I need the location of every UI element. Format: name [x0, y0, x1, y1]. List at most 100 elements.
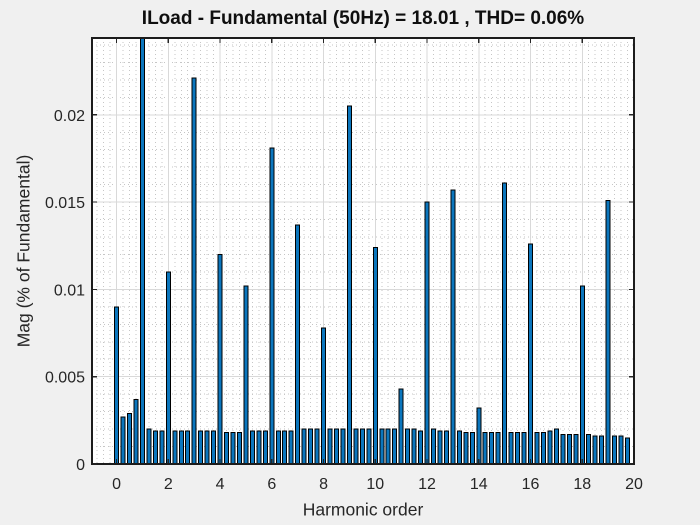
bar	[172, 430, 178, 465]
bar	[366, 428, 372, 465]
x-tick-label: 4	[216, 476, 225, 493]
y-axis-label: Mag (% of Fundamental)	[13, 154, 34, 348]
x-tick-label: 2	[164, 476, 173, 493]
bar	[528, 243, 534, 465]
bar	[592, 435, 598, 465]
bar	[495, 432, 501, 465]
bar	[599, 435, 605, 465]
bar	[217, 253, 223, 465]
bar	[469, 432, 475, 465]
bar	[243, 285, 249, 465]
bar	[579, 285, 585, 465]
bar	[224, 432, 230, 465]
bar	[489, 432, 495, 465]
x-tick-label: 8	[319, 476, 328, 493]
bar	[392, 428, 398, 465]
bar	[165, 271, 171, 465]
bar	[476, 407, 482, 465]
x-tick-label: 14	[470, 476, 488, 493]
bar	[359, 428, 365, 465]
bar	[463, 432, 469, 465]
bar	[120, 416, 126, 465]
bar	[372, 247, 378, 465]
chart-title: ILoad - Fundamental (50Hz) = 18.01 , THD…	[141, 8, 585, 29]
bar	[282, 430, 288, 465]
bar	[411, 428, 417, 465]
bar	[191, 77, 197, 465]
bar	[534, 432, 540, 465]
bar	[236, 432, 242, 465]
bar	[301, 428, 307, 465]
bar	[482, 432, 488, 465]
x-tick-label: 10	[366, 476, 384, 493]
bar	[508, 432, 514, 465]
x-tick-label: 0	[112, 476, 121, 493]
bar	[540, 432, 546, 465]
bar	[198, 430, 204, 465]
bar	[314, 428, 320, 465]
bar	[586, 433, 592, 465]
bar	[430, 428, 436, 465]
bar	[437, 430, 443, 465]
bar	[211, 430, 217, 465]
bar	[139, 37, 145, 465]
bar	[152, 430, 158, 465]
bar	[618, 435, 624, 465]
bar	[547, 430, 553, 465]
bar	[553, 428, 559, 465]
bar	[204, 430, 210, 465]
bar	[127, 412, 133, 465]
y-tick-label: 0.01	[54, 282, 85, 299]
bar	[327, 428, 333, 465]
x-tick-label: 18	[573, 476, 591, 493]
bar	[625, 437, 631, 465]
bar	[405, 428, 411, 465]
bar	[230, 432, 236, 465]
plot-background	[92, 38, 634, 464]
bar	[249, 430, 255, 465]
bar	[262, 430, 268, 465]
bar	[288, 430, 294, 465]
x-tick-label: 16	[522, 476, 540, 493]
bar	[159, 430, 165, 465]
x-tick-label: 6	[267, 476, 276, 493]
bar	[456, 430, 462, 465]
bar	[146, 428, 152, 465]
bar	[418, 430, 424, 465]
bar	[178, 430, 184, 465]
bar	[340, 428, 346, 465]
bar	[502, 182, 508, 465]
bar	[114, 306, 120, 465]
bar	[560, 433, 566, 465]
y-tick-label: 0.02	[54, 108, 85, 125]
bar	[256, 430, 262, 465]
bar	[573, 433, 579, 465]
bar	[333, 428, 339, 465]
bar	[521, 432, 527, 465]
bar	[385, 428, 391, 465]
y-tick-label: 0.005	[45, 370, 85, 387]
x-tick-label: 20	[625, 476, 643, 493]
bar	[321, 327, 327, 465]
x-tick-label: 12	[418, 476, 436, 493]
bar	[269, 147, 275, 465]
bar	[424, 201, 430, 465]
bar	[515, 432, 521, 465]
bar	[308, 428, 314, 465]
bar	[275, 430, 281, 465]
bar	[612, 435, 618, 465]
bar	[295, 224, 301, 465]
bar	[346, 105, 352, 465]
bar	[185, 430, 191, 465]
bar	[605, 199, 611, 465]
x-axis-label: Harmonic order	[302, 499, 424, 520]
bar	[353, 428, 359, 465]
bar	[566, 433, 572, 465]
bar	[450, 189, 456, 465]
bar	[379, 428, 385, 465]
bar	[443, 430, 449, 465]
bar	[398, 388, 404, 465]
y-tick-label: 0	[76, 457, 85, 474]
y-tick-label: 0.015	[45, 195, 85, 212]
